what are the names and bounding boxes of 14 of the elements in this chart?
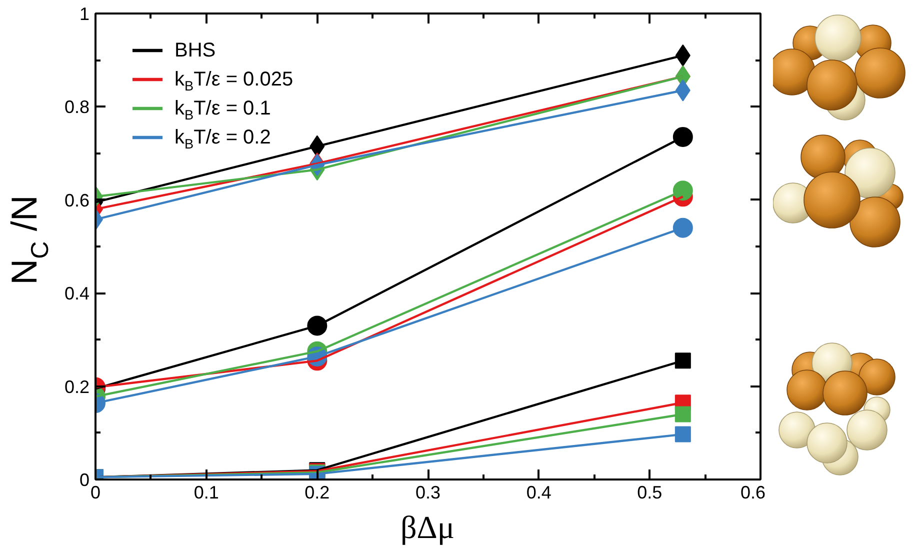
y-tick-label: 0 bbox=[79, 470, 90, 490]
x-tick-label: 0.3 bbox=[415, 482, 441, 502]
y-tick-label: 1 bbox=[79, 4, 90, 24]
y-tick-label: 0.6 bbox=[64, 190, 90, 210]
y-tick-label: 0.8 bbox=[64, 97, 90, 118]
x-axis-title: βΔμ bbox=[400, 509, 455, 545]
legend-label: BHS bbox=[174, 40, 216, 62]
x-tick-label: 0.1 bbox=[194, 482, 219, 502]
y-tick-label: 0.2 bbox=[64, 376, 90, 397]
x-tick-label: 0.4 bbox=[526, 482, 552, 502]
y-tick-label: 0.4 bbox=[64, 284, 90, 304]
x-tick-label: 0.2 bbox=[304, 482, 330, 502]
x-tick-label: 0.5 bbox=[637, 482, 662, 502]
x-tick-label: 0.6 bbox=[740, 482, 766, 502]
